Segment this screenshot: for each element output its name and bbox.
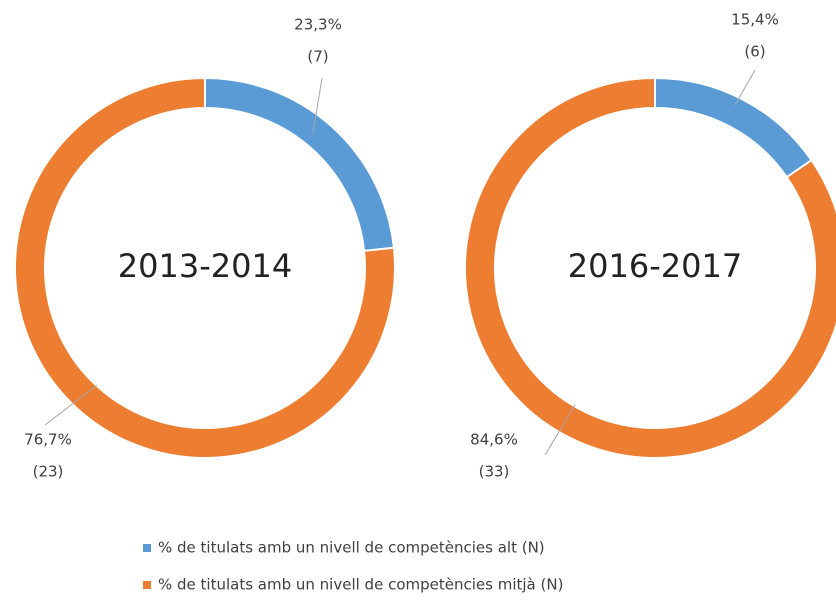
leader-line (544, 404, 576, 456)
value-label: 23,3% (294, 16, 342, 34)
legend-label: % de titulats amb un nivell de competènc… (158, 576, 563, 594)
value-label: 84,6% (470, 431, 518, 449)
legend-swatch (143, 581, 151, 589)
count-label: (7) (307, 48, 328, 66)
count-label: (6) (744, 43, 765, 61)
donut-segment (204, 76, 396, 253)
donut-segment (654, 76, 813, 179)
center-title: 2013-2014 (118, 247, 292, 285)
legend-swatch (143, 544, 151, 552)
leader-line (44, 384, 98, 426)
donut-segment (464, 76, 836, 459)
legend-label: % de titulats amb un nivell de competènc… (158, 539, 545, 557)
count-label: (33) (479, 463, 510, 481)
center-title: 2016-2017 (568, 247, 742, 285)
leader-line (734, 69, 756, 106)
value-label: 15,4% (731, 11, 779, 29)
value-label: 76,7% (24, 431, 72, 449)
count-label: (23) (33, 463, 64, 481)
leader-line (312, 77, 323, 134)
donut-segment (14, 76, 396, 459)
